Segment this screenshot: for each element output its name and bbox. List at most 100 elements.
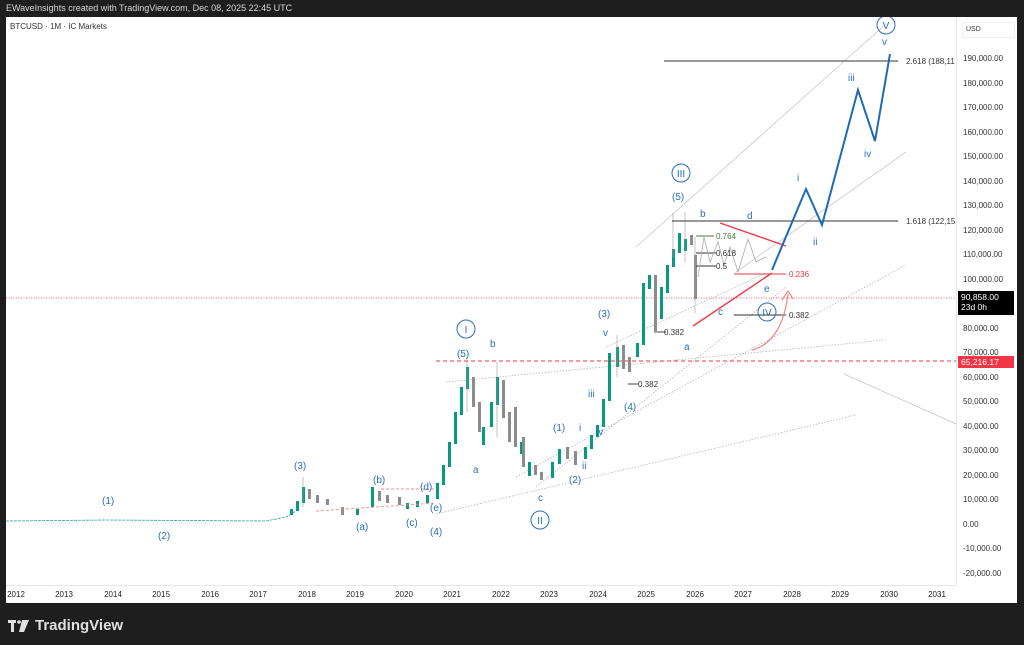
- svg-text:0.5: 0.5: [716, 262, 728, 271]
- svg-text:(3): (3): [294, 461, 306, 472]
- year-tick: 2022: [492, 590, 510, 599]
- price-tick: 20,000.00: [963, 471, 999, 480]
- svg-text:v: v: [603, 328, 608, 339]
- tradingview-logo[interactable]: TradingView: [8, 617, 123, 634]
- current-price-value: 90,858.00: [961, 292, 999, 302]
- year-tick: 2031: [928, 590, 946, 599]
- price-tick: 160,000.00: [963, 128, 1004, 137]
- svg-text:c: c: [718, 307, 723, 318]
- svg-text:V: V: [883, 21, 890, 32]
- svg-text:a: a: [473, 465, 479, 476]
- year-tick: 2012: [7, 590, 25, 599]
- svg-text:(c): (c): [406, 518, 418, 529]
- svg-text:(4): (4): [624, 402, 636, 413]
- year-tick: 2024: [589, 590, 607, 599]
- svg-text:(e): (e): [430, 503, 442, 514]
- svg-text:iii: iii: [848, 73, 855, 84]
- svg-text:b: b: [700, 209, 706, 220]
- price-tick: 180,000.00: [963, 79, 1004, 88]
- svg-text:0.764: 0.764: [716, 232, 737, 241]
- price-tick: 120,000.00: [963, 226, 1004, 235]
- svg-text:(a): (a): [356, 522, 368, 533]
- price-tick: 150,000.00: [963, 152, 1004, 161]
- footer: TradingView: [0, 603, 1024, 645]
- price-tick: 60,000.00: [963, 373, 999, 382]
- svg-text:d: d: [747, 211, 753, 222]
- year-tick: 2028: [783, 590, 801, 599]
- svg-text:II: II: [537, 516, 543, 527]
- price-tick: 0.00: [963, 520, 979, 529]
- svg-text:a: a: [684, 342, 690, 353]
- time-axis[interactable]: 2012 2013 2014 2015 2016 2017 2018 2019 …: [6, 585, 956, 603]
- marker-price-badge: 65,216.17: [958, 356, 1014, 368]
- year-tick: 2014: [104, 590, 122, 599]
- svg-text:I: I: [465, 325, 468, 336]
- year-tick: 2017: [249, 590, 267, 599]
- year-tick: 2023: [540, 590, 558, 599]
- svg-text:i: i: [579, 423, 581, 434]
- svg-text:b: b: [490, 339, 496, 350]
- svg-text:v: v: [882, 37, 887, 48]
- price-tick: 110,000.00: [963, 250, 1003, 259]
- year-tick: 2029: [831, 590, 849, 599]
- symbol-legend[interactable]: BTCUSD · 1M · IC Markets: [10, 22, 107, 31]
- svg-text:(2): (2): [158, 531, 170, 542]
- price-tick: 140,000.00: [963, 177, 1004, 186]
- year-tick: 2013: [55, 590, 73, 599]
- svg-text:iv: iv: [596, 427, 603, 438]
- svg-text:(2): (2): [569, 475, 581, 486]
- year-tick: 2025: [637, 590, 655, 599]
- price-tick: 80,000.00: [963, 324, 999, 333]
- year-tick: 2020: [395, 590, 413, 599]
- tradingview-logo-icon: [8, 619, 29, 632]
- bar-countdown: 23d 0h: [961, 302, 987, 312]
- chart-canvas[interactable]: (1) (2) (3) (4) (a) (b) (c) (d) (e) (5) …: [6, 17, 956, 585]
- svg-text:III: III: [677, 169, 685, 180]
- price-tick: -10,000.00: [963, 544, 1002, 553]
- svg-text:(1): (1): [102, 496, 114, 507]
- year-tick: 2030: [880, 590, 898, 599]
- attribution-bar: EWaveInsights created with TradingView.c…: [0, 0, 1024, 17]
- svg-text:ii: ii: [582, 461, 586, 472]
- svg-text:0.382: 0.382: [789, 311, 810, 320]
- svg-text:(3): (3): [598, 309, 610, 320]
- candles: [290, 212, 697, 515]
- year-tick: 2021: [443, 590, 461, 599]
- year-tick: 2027: [734, 590, 752, 599]
- svg-text:iv: iv: [864, 149, 871, 160]
- chart-frame[interactable]: (1) (2) (3) (4) (a) (b) (c) (d) (e) (5) …: [6, 17, 1017, 603]
- projection-path: [771, 53, 891, 271]
- year-tick: 2015: [152, 590, 170, 599]
- svg-text:ii: ii: [813, 237, 817, 248]
- year-tick: 2018: [298, 590, 316, 599]
- price-tick: 30,000.00: [963, 446, 999, 455]
- svg-text:(5): (5): [672, 192, 684, 203]
- price-tick: 40,000.00: [963, 422, 999, 431]
- svg-text:c: c: [538, 493, 543, 504]
- price-tick: 170,000.00: [963, 103, 1004, 112]
- currency-label[interactable]: USD: [962, 22, 1015, 38]
- svg-text:(b): (b): [373, 475, 385, 486]
- price-tick: 130,000.00: [963, 201, 1004, 210]
- price-tick: 190,000.00: [963, 54, 1004, 63]
- svg-text:e: e: [764, 284, 770, 295]
- current-price-badge: 90,858.00 23d 0h: [958, 291, 1014, 315]
- svg-text:2.618 (188,11: 2.618 (188,11: [906, 57, 955, 66]
- price-tick: 10,000.00: [963, 495, 999, 504]
- svg-text:0.236: 0.236: [789, 270, 810, 279]
- year-tick: 2016: [201, 590, 219, 599]
- svg-text:0.382: 0.382: [664, 328, 685, 337]
- price-tick: 100,000.00: [963, 275, 1004, 284]
- svg-text:(5): (5): [457, 349, 469, 360]
- price-tick: 70,000.00: [963, 348, 999, 357]
- svg-text:0.382: 0.382: [638, 380, 659, 389]
- svg-text:1.618 (122,15: 1.618 (122,15: [906, 217, 956, 226]
- svg-text:i: i: [797, 173, 799, 184]
- year-tick: 2026: [686, 590, 704, 599]
- svg-text:(4): (4): [430, 527, 442, 538]
- tradingview-brand: TradingView: [35, 617, 124, 634]
- svg-text:0.618: 0.618: [716, 249, 737, 258]
- svg-text:(1): (1): [553, 423, 565, 434]
- year-tick: 2019: [346, 590, 364, 599]
- price-tick: -20,000.00: [963, 569, 1002, 578]
